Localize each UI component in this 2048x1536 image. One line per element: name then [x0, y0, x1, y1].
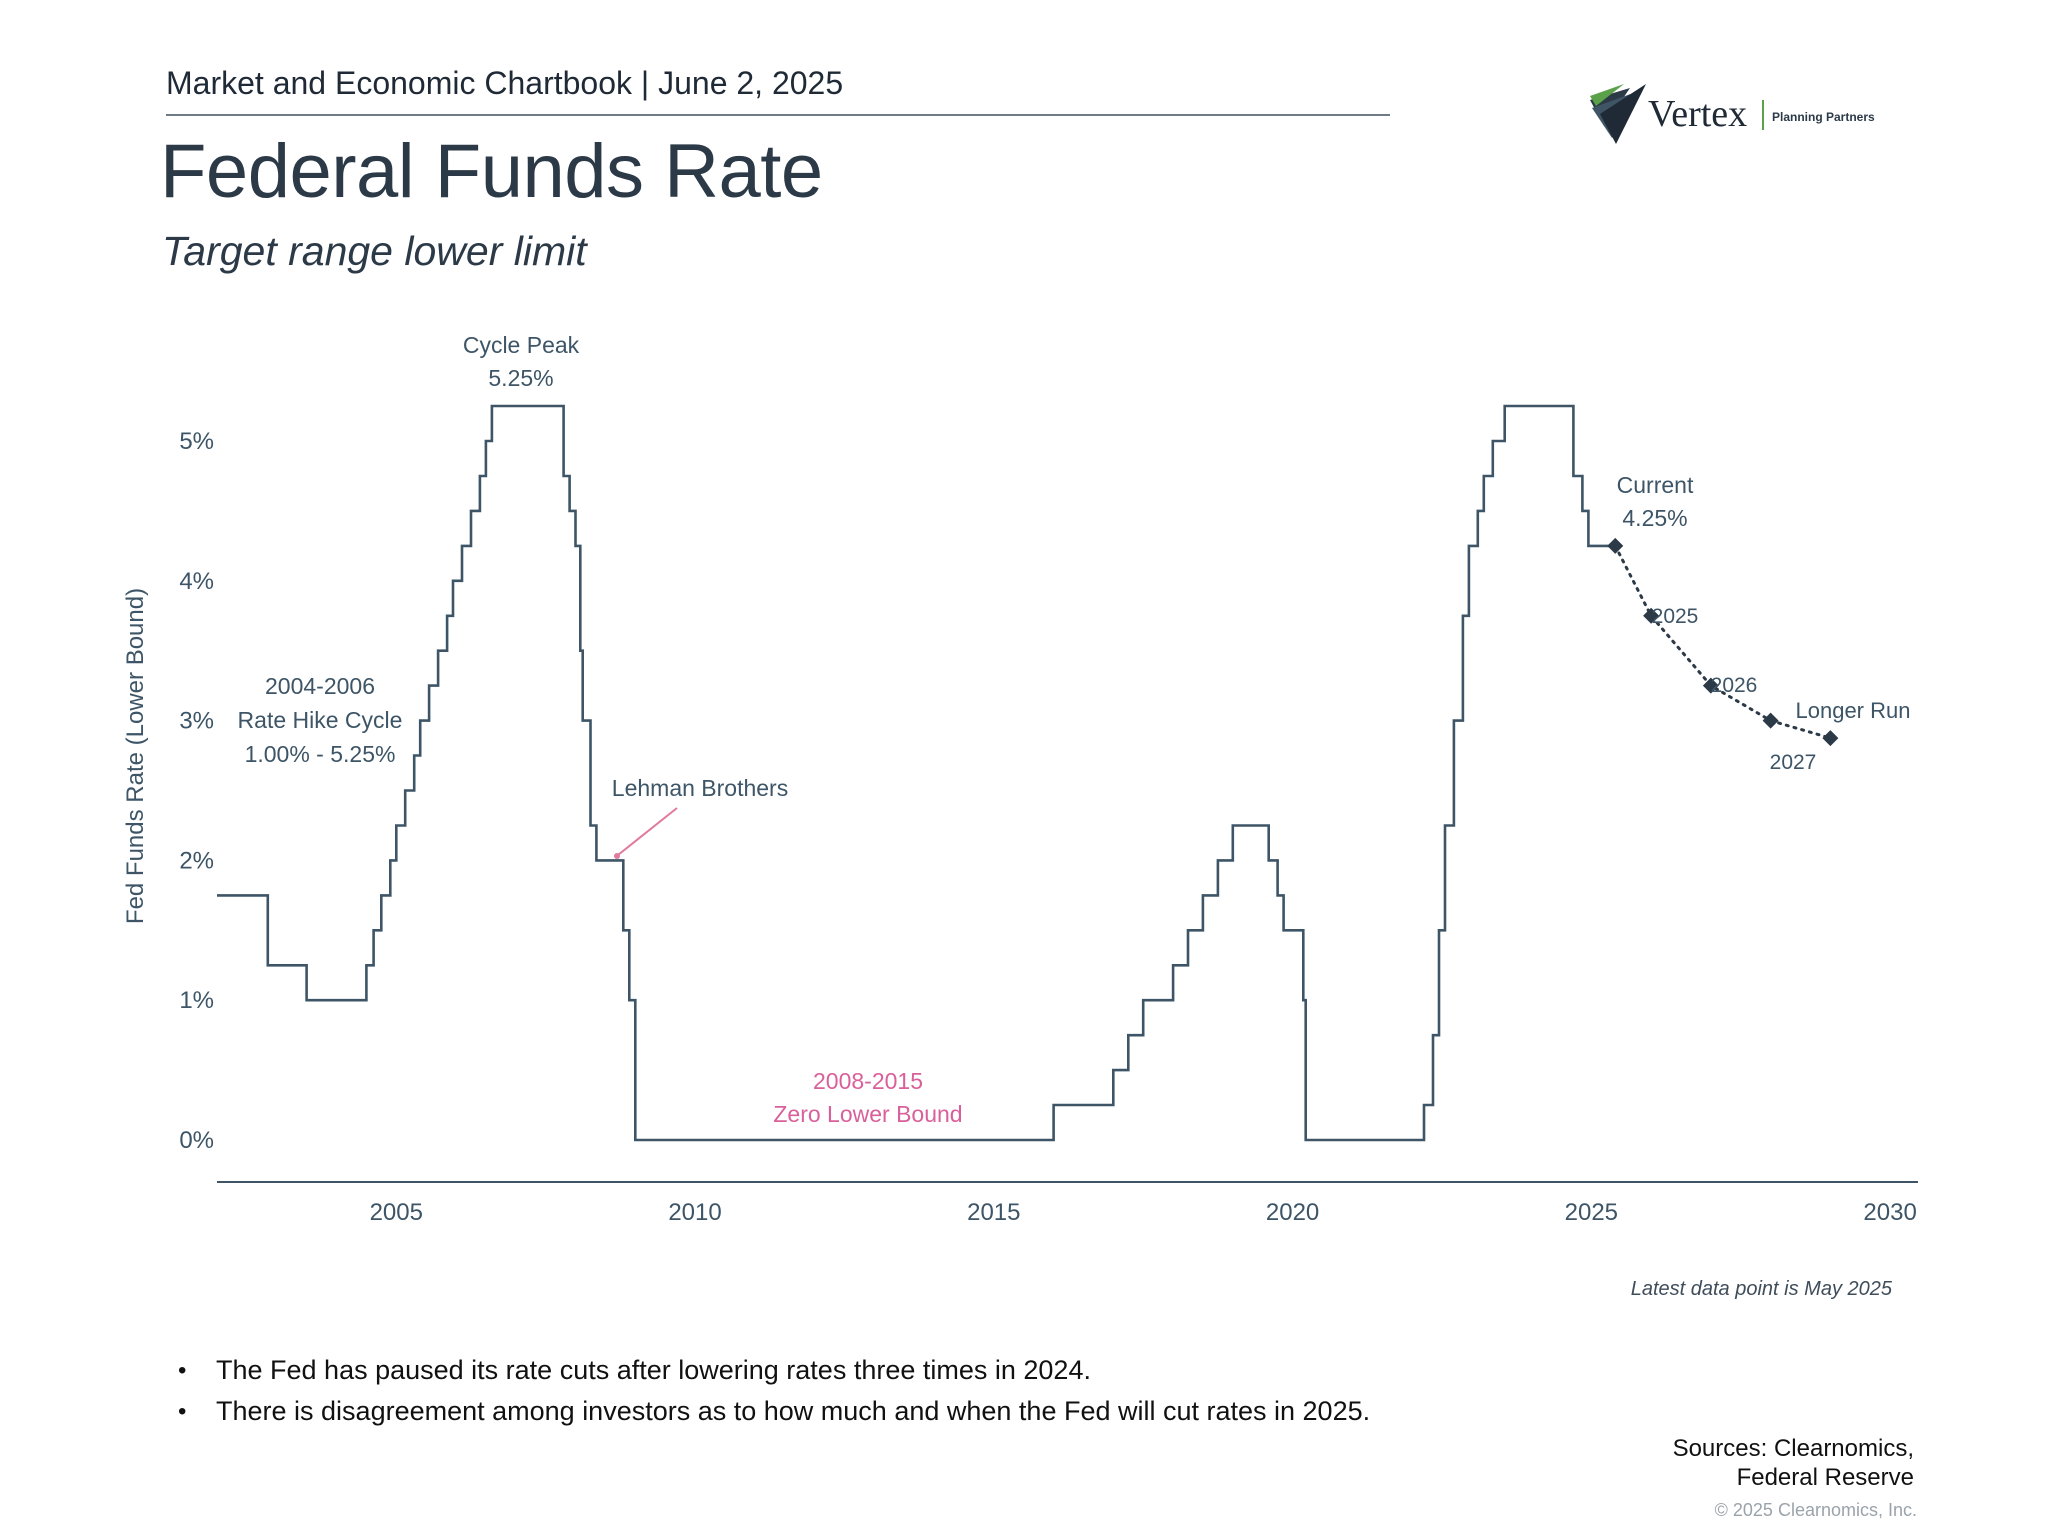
x-tick-label: 2015	[967, 1199, 1020, 1226]
projection-2025-label: 2025	[1652, 605, 1699, 628]
lehman-pointer-line	[617, 807, 678, 856]
y-axis-title: Fed Funds Rate (Lower Bound)	[122, 588, 149, 924]
x-tick-label: 2030	[1863, 1199, 1916, 1226]
y-tick-label: 2%	[179, 847, 214, 874]
x-tick-label: 2020	[1266, 1199, 1319, 1226]
projection-marker	[1702, 677, 1719, 694]
x-tick-label: 2010	[668, 1199, 721, 1226]
y-tick-label: 4%	[179, 568, 214, 595]
current-rate-label: 4.25%	[1622, 505, 1687, 531]
rate-hike-cycle-label: 2004-2006	[265, 673, 375, 699]
sources: Sources: Clearnomics, Federal Reserve	[1673, 1434, 1914, 1492]
rate-hike-cycle-label: 1.00% - 5.25%	[245, 741, 396, 767]
sources-line: Federal Reserve	[1736, 1464, 1914, 1491]
page-subtitle: Target range lower limit	[162, 228, 587, 274]
zero-lower-bound-label: Zero Lower Bound	[773, 1101, 962, 1127]
projection-marker	[1643, 607, 1660, 624]
header-line: Market and Economic Chartbook | June 2, …	[166, 65, 844, 101]
page-title: Federal Funds Rate	[160, 129, 823, 214]
fed-funds-chart: 0% 1% 2% 3% 4% 5% 2005 2010 2015 2020 2025 2030 Fed …	[122, 332, 1918, 1226]
y-tick-label: 0%	[179, 1127, 214, 1154]
cycle-peak-label: Cycle Peak	[463, 332, 580, 358]
bullet-list: The Fed has paused its rate cuts after l…	[178, 1350, 1370, 1432]
current-rate-label: Current	[1617, 472, 1694, 498]
x-tick-label: 2005	[370, 1199, 423, 1226]
x-tick-label: 2025	[1565, 1199, 1618, 1226]
zero-lower-bound-label: 2008-2015	[813, 1068, 923, 1094]
projection-marker	[1607, 537, 1624, 554]
y-tick-label: 3%	[179, 708, 214, 735]
vertex-logo: Vertex Planning Partners	[1590, 78, 1890, 148]
projection-marker	[1762, 712, 1779, 729]
y-tick-label: 5%	[179, 428, 214, 455]
logo-wordmark: Vertex	[1648, 93, 1748, 135]
projection-2027-label: 2027	[1770, 751, 1817, 774]
copyright: © 2025 Clearnomics, Inc.	[1714, 1500, 1917, 1520]
latest-data-footnote: Latest data point is May 2025	[1630, 1278, 1892, 1300]
y-tick-label: 1%	[179, 987, 214, 1014]
projection-2026-label: 2026	[1711, 674, 1758, 697]
bullet-item: The Fed has paused its rate cuts after l…	[178, 1350, 1370, 1391]
projection-marker	[1822, 730, 1839, 747]
rate-hike-cycle-label: Rate Hike Cycle	[238, 707, 403, 733]
bullet-item: There is disagreement among investors as…	[178, 1391, 1370, 1432]
logo-divider	[1762, 100, 1764, 130]
sources-line: Sources: Clearnomics,	[1672, 1435, 1914, 1462]
lehman-pointer-dot	[614, 853, 620, 859]
cycle-peak-label: 5.25%	[488, 365, 553, 391]
longer-run-label: Longer Run	[1796, 698, 1911, 723]
lehman-brothers-label: Lehman Brothers	[612, 775, 788, 801]
logo-tagline: Planning Partners	[1772, 110, 1875, 124]
header-divider	[166, 114, 1390, 116]
fed-funds-step-line	[217, 404, 1616, 1142]
vertex-logo-mark-icon	[1590, 84, 1646, 144]
